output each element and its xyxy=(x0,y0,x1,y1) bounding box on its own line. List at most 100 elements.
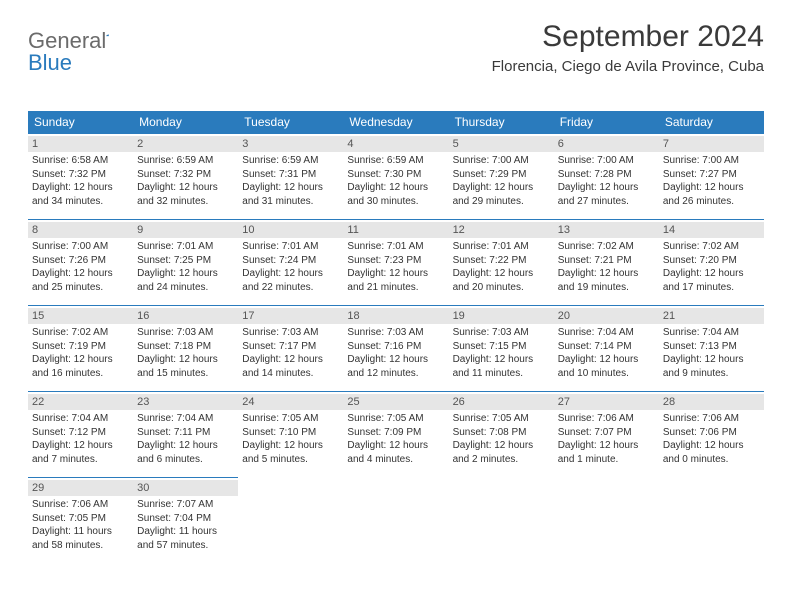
day-detail: Sunrise: 7:03 AMSunset: 7:17 PMDaylight:… xyxy=(242,326,339,380)
day-detail: Sunrise: 7:05 AMSunset: 7:10 PMDaylight:… xyxy=(242,412,339,466)
calendar-cell: 15 Sunrise: 7:02 AMSunset: 7:19 PMDayligh… xyxy=(28,306,133,392)
day-number: 13 xyxy=(554,222,659,238)
day-number: 11 xyxy=(343,222,448,238)
calendar-cell: 29Sunrise: 7:06 AMSunset: 7:05 PMDayligh… xyxy=(28,478,133,564)
day-number: 17 xyxy=(238,308,343,324)
day-detail: Sunrise: 7:01 AMSunset: 7:22 PMDaylight:… xyxy=(453,240,550,294)
calendar-cell: 4 Sunrise: 6:59 AMSunset: 7:30 PMDaylight… xyxy=(343,134,448,220)
day-number: 21 xyxy=(659,308,764,324)
day-detail: Sunrise: 6:59 AMSunset: 7:32 PMDaylight:… xyxy=(137,154,234,208)
day-number: 5 xyxy=(449,136,554,152)
day-detail: Sunrise: 7:02 AMSunset: 7:21 PMDaylight:… xyxy=(558,240,655,294)
day-detail: Sunrise: 7:02 AMSunset: 7:19 PMDaylight:… xyxy=(32,326,129,380)
day-number: 25 xyxy=(343,394,448,410)
calendar-cell: 14 Sunrise: 7:02 AMSunset: 7:20 PMDayligh… xyxy=(659,220,764,306)
day-number: 9 xyxy=(133,222,238,238)
day-detail: Sunrise: 7:02 AMSunset: 7:20 PMDaylight:… xyxy=(663,240,760,294)
day-detail: Sunrise: 7:07 AMSunset: 7:04 PMDaylight:… xyxy=(137,498,234,552)
calendar-body: 1 Sunrise: 6:58 AMSunset: 7:32 PMDaylight… xyxy=(28,134,764,564)
logo-word2: Blue xyxy=(28,50,72,75)
calendar-row: 15 Sunrise: 7:02 AMSunset: 7:19 PMDayligh… xyxy=(28,306,764,392)
calendar-cell-empty xyxy=(238,478,343,564)
calendar-cell: 28 Sunrise: 7:06 AMSunset: 7:06 PMDayligh… xyxy=(659,392,764,478)
day-detail: Sunrise: 7:06 AMSunset: 7:07 PMDaylight:… xyxy=(558,412,655,466)
location: Florencia, Ciego de Avila Province, Cuba xyxy=(492,58,764,75)
day-number: 10 xyxy=(238,222,343,238)
weekday-header: Thursday xyxy=(449,111,554,134)
day-detail: Sunrise: 7:00 AMSunset: 7:29 PMDaylight:… xyxy=(453,154,550,208)
day-detail: Sunrise: 7:04 AMSunset: 7:11 PMDaylight:… xyxy=(137,412,234,466)
calendar-cell: 3 Sunrise: 6:59 AMSunset: 7:31 PMDaylight… xyxy=(238,134,343,220)
day-detail: Sunrise: 7:01 AMSunset: 7:25 PMDaylight:… xyxy=(137,240,234,294)
calendar-cell: 7Sunrise: 7:00 AMSunset: 7:27 PMDaylight… xyxy=(659,134,764,220)
day-detail: Sunrise: 7:03 AMSunset: 7:16 PMDaylight:… xyxy=(347,326,444,380)
calendar-cell: 12Sunrise: 7:01 AMSunset: 7:22 PMDayligh… xyxy=(449,220,554,306)
weekday-header: Friday xyxy=(554,111,659,134)
day-number: 16 xyxy=(133,308,238,324)
weekday-header: Saturday xyxy=(659,111,764,134)
day-number: 27 xyxy=(554,394,659,410)
weekday-header: Tuesday xyxy=(238,111,343,134)
day-number: 18 xyxy=(343,308,448,324)
calendar-cell: 9 Sunrise: 7:01 AMSunset: 7:25 PMDaylight… xyxy=(133,220,238,306)
day-number: 2 xyxy=(133,136,238,152)
calendar-cell: 30 Sunrise: 7:07 AMSunset: 7:04 PMDayligh… xyxy=(133,478,238,564)
weekday-header: Monday xyxy=(133,111,238,134)
day-detail: Sunrise: 7:03 AMSunset: 7:18 PMDaylight:… xyxy=(137,326,234,380)
day-detail: Sunrise: 6:59 AMSunset: 7:31 PMDaylight:… xyxy=(242,154,339,208)
day-number: 14 xyxy=(659,222,764,238)
calendar-row: 22Sunrise: 7:04 AMSunset: 7:12 PMDayligh… xyxy=(28,392,764,478)
calendar-cell: 1 Sunrise: 6:58 AMSunset: 7:32 PMDaylight… xyxy=(28,134,133,220)
logo-sub: Blue xyxy=(28,50,72,76)
day-number: 28 xyxy=(659,394,764,410)
calendar-cell-empty xyxy=(554,478,659,564)
calendar-cell: 6 Sunrise: 7:00 AMSunset: 7:28 PMDaylight… xyxy=(554,134,659,220)
day-detail: Sunrise: 7:00 AMSunset: 7:27 PMDaylight:… xyxy=(663,154,760,208)
calendar-cell: 21Sunrise: 7:04 AMSunset: 7:13 PMDayligh… xyxy=(659,306,764,392)
calendar-cell: 26 Sunrise: 7:05 AMSunset: 7:08 PMDayligh… xyxy=(449,392,554,478)
calendar-cell: 13 Sunrise: 7:02 AMSunset: 7:21 PMDayligh… xyxy=(554,220,659,306)
day-number: 1 xyxy=(28,136,133,152)
day-number: 8 xyxy=(28,222,133,238)
calendar-cell: 24 Sunrise: 7:05 AMSunset: 7:10 PMDayligh… xyxy=(238,392,343,478)
day-detail: Sunrise: 7:00 AMSunset: 7:28 PMDaylight:… xyxy=(558,154,655,208)
day-number: 3 xyxy=(238,136,343,152)
weekday-header: Sunday xyxy=(28,111,133,134)
day-detail: Sunrise: 6:59 AMSunset: 7:30 PMDaylight:… xyxy=(347,154,444,208)
calendar-cell-empty xyxy=(449,478,554,564)
calendar-cell: 8 Sunrise: 7:00 AMSunset: 7:26 PMDaylight… xyxy=(28,220,133,306)
calendar-cell: 17 Sunrise: 7:03 AMSunset: 7:17 PMDayligh… xyxy=(238,306,343,392)
calendar-cell: 20Sunrise: 7:04 AMSunset: 7:14 PMDayligh… xyxy=(554,306,659,392)
day-detail: Sunrise: 7:05 AMSunset: 7:08 PMDaylight:… xyxy=(453,412,550,466)
day-number: 15 xyxy=(28,308,133,324)
day-number: 20 xyxy=(554,308,659,324)
calendar-row: 1 Sunrise: 6:58 AMSunset: 7:32 PMDaylight… xyxy=(28,134,764,220)
calendar-cell: 27 Sunrise: 7:06 AMSunset: 7:07 PMDayligh… xyxy=(554,392,659,478)
day-number: 30 xyxy=(133,480,238,496)
day-detail: Sunrise: 7:03 AMSunset: 7:15 PMDaylight:… xyxy=(453,326,550,380)
day-detail: Sunrise: 7:01 AMSunset: 7:24 PMDaylight:… xyxy=(242,240,339,294)
calendar-cell: 18 Sunrise: 7:03 AMSunset: 7:16 PMDayligh… xyxy=(343,306,448,392)
day-number: 19 xyxy=(449,308,554,324)
month-title: September 2024 xyxy=(492,20,764,54)
calendar-cell: 10 Sunrise: 7:01 AMSunset: 7:24 PMDayligh… xyxy=(238,220,343,306)
calendar-cell: 2 Sunrise: 6:59 AMSunset: 7:32 PMDaylight… xyxy=(133,134,238,220)
day-detail: Sunrise: 7:00 AMSunset: 7:26 PMDaylight:… xyxy=(32,240,129,294)
calendar-cell-empty xyxy=(343,478,448,564)
calendar-cell-empty xyxy=(659,478,764,564)
day-detail: Sunrise: 7:05 AMSunset: 7:09 PMDaylight:… xyxy=(347,412,444,466)
weekday-header-row: SundayMondayTuesdayWednesdayThursdayFrid… xyxy=(28,111,764,134)
calendar-row: 8 Sunrise: 7:00 AMSunset: 7:26 PMDaylight… xyxy=(28,220,764,306)
day-number: 26 xyxy=(449,394,554,410)
day-number: 4 xyxy=(343,136,448,152)
day-detail: Sunrise: 7:06 AMSunset: 7:06 PMDaylight:… xyxy=(663,412,760,466)
calendar-cell: 16 Sunrise: 7:03 AMSunset: 7:18 PMDayligh… xyxy=(133,306,238,392)
calendar-cell: 23Sunrise: 7:04 AMSunset: 7:11 PMDayligh… xyxy=(133,392,238,478)
day-detail: Sunrise: 7:01 AMSunset: 7:23 PMDaylight:… xyxy=(347,240,444,294)
day-number: 6 xyxy=(554,136,659,152)
day-number: 22 xyxy=(28,394,133,410)
calendar-cell: 25 Sunrise: 7:05 AMSunset: 7:09 PMDayligh… xyxy=(343,392,448,478)
day-detail: Sunrise: 6:58 AMSunset: 7:32 PMDaylight:… xyxy=(32,154,129,208)
day-number: 24 xyxy=(238,394,343,410)
calendar-cell: 5 Sunrise: 7:00 AMSunset: 7:29 PMDaylight… xyxy=(449,134,554,220)
